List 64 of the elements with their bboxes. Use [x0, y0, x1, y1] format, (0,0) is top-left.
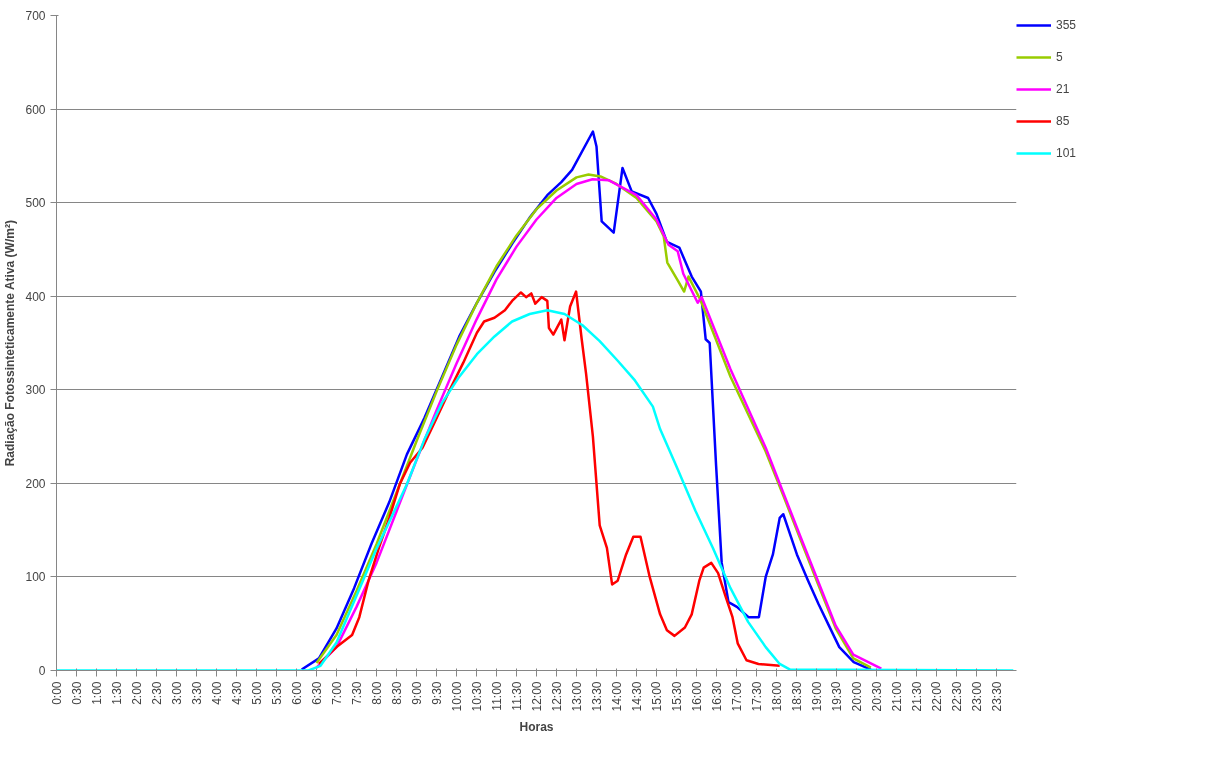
x-tick-label: 12:30	[549, 681, 564, 712]
y-tick-label: 100	[25, 570, 46, 585]
x-tick-label: 22:30	[949, 681, 964, 712]
x-tick-label: 6:30	[309, 681, 324, 705]
y-axis-title: Radiação Fotossinteticamente Ativa (W/m²)	[3, 220, 18, 467]
x-tick-label: 6:00	[289, 681, 304, 705]
x-tick-label: 13:00	[569, 681, 584, 712]
x-tick-label: 11:00	[489, 681, 504, 711]
x-tick-label: 19:30	[829, 681, 844, 712]
x-tick-label: 13:30	[589, 681, 604, 712]
y-tick-label: 0	[38, 664, 46, 678]
x-tick-label: 14:30	[629, 681, 644, 712]
x-tick-label: 8:00	[369, 681, 384, 705]
line-series	[317, 290, 781, 668]
x-tick-label: 16:00	[689, 681, 704, 712]
x-tick-label: 16:30	[709, 681, 724, 712]
x-tick-label: 0:30	[69, 681, 84, 705]
x-tick-label: 20:30	[869, 681, 884, 712]
x-tick-label: 20:00	[849, 681, 864, 712]
x-tick-label: 19:00	[809, 681, 824, 712]
x-tick-label: 18:00	[769, 681, 784, 712]
y-tick-label: 200	[25, 476, 46, 491]
x-tick-label: 21:00	[889, 681, 904, 712]
y-tick-label: 700	[25, 9, 46, 23]
x-tick-label: 5:00	[249, 681, 264, 705]
x-tick-label: 10:00	[449, 681, 464, 712]
x-tick-label: 9:00	[409, 681, 424, 705]
x-tick-label: 9:30	[429, 681, 444, 705]
x-tick-label: 7:30	[349, 681, 364, 705]
legend-label: 101	[1056, 146, 1077, 160]
y-tick-label: 300	[25, 383, 46, 398]
x-tick-label: 23:00	[969, 681, 984, 712]
x-tick-label: 17:30	[749, 681, 764, 712]
legend-label: 355	[1056, 18, 1077, 32]
x-axis-title: Horas	[519, 719, 554, 734]
x-tick-label: 10:30	[469, 681, 484, 712]
legend-label: 5	[1056, 50, 1064, 64]
y-tick-label: 600	[25, 102, 46, 117]
y-tick-label: 500	[25, 196, 46, 211]
x-tick-label: 4:30	[229, 681, 244, 705]
x-tick-label: 14:00	[609, 681, 624, 712]
legend-label: 21	[1056, 82, 1071, 96]
x-tick-label: 1:30	[109, 681, 124, 705]
x-tick-label: 2:30	[149, 681, 164, 705]
x-tick-label: 0:00	[49, 681, 64, 705]
x-tick-label: 2:00	[129, 681, 144, 705]
x-tick-label: 3:00	[169, 681, 184, 705]
x-tick-label: 15:30	[669, 681, 684, 712]
x-tick-label: 7:00	[329, 681, 344, 705]
x-tick-label: 5:30	[269, 681, 284, 705]
y-tick-label: 400	[25, 289, 46, 304]
x-tick-label: 3:30	[189, 681, 204, 705]
x-tick-label: 17:00	[729, 681, 744, 712]
x-tick-label: 22:00	[929, 681, 944, 712]
x-tick-label: 23:30	[989, 681, 1004, 712]
x-tick-label: 1:00	[89, 681, 104, 705]
x-tick-label: 11:30	[509, 681, 524, 711]
x-tick-label: 21:30	[909, 681, 924, 712]
x-tick-label: 4:00	[209, 681, 224, 705]
x-tick-label: 8:30	[389, 681, 404, 705]
x-tick-label: 18:30	[789, 681, 804, 712]
legend-label: 85	[1056, 114, 1071, 128]
x-tick-label: 12:00	[529, 681, 544, 712]
x-tick-label: 15:00	[649, 681, 664, 712]
